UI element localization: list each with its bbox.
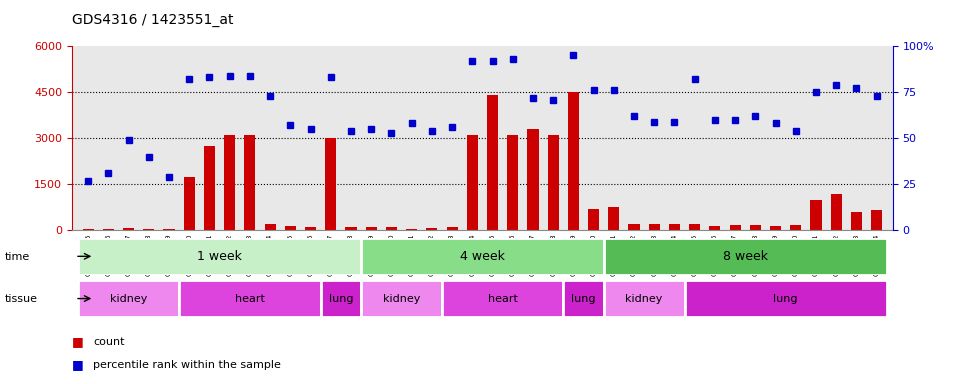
- Bar: [83, 229, 94, 230]
- Bar: [143, 229, 155, 230]
- Bar: [78, 280, 180, 317]
- Bar: [103, 229, 114, 230]
- Bar: [564, 280, 604, 317]
- Text: count: count: [93, 337, 125, 347]
- Text: kidney: kidney: [626, 293, 662, 304]
- Bar: [446, 227, 458, 230]
- Text: 1 week: 1 week: [197, 250, 242, 263]
- Text: ■: ■: [72, 358, 84, 371]
- Bar: [750, 225, 761, 230]
- Bar: [689, 224, 700, 230]
- Bar: [442, 280, 564, 317]
- Bar: [684, 280, 887, 317]
- Bar: [830, 194, 842, 230]
- Bar: [604, 280, 684, 317]
- Bar: [588, 209, 599, 230]
- Bar: [321, 280, 361, 317]
- Bar: [669, 224, 680, 230]
- Bar: [180, 280, 321, 317]
- Bar: [851, 212, 862, 230]
- Bar: [629, 224, 639, 230]
- Bar: [78, 238, 361, 275]
- Bar: [224, 135, 235, 230]
- Text: lung: lung: [571, 293, 596, 304]
- Bar: [346, 227, 356, 230]
- Bar: [123, 228, 134, 230]
- Bar: [567, 92, 579, 230]
- Text: heart: heart: [488, 293, 517, 304]
- Text: heart: heart: [235, 293, 265, 304]
- Bar: [810, 200, 822, 230]
- Bar: [204, 146, 215, 230]
- Bar: [285, 226, 296, 230]
- Bar: [426, 228, 438, 230]
- Text: 4 week: 4 week: [460, 250, 505, 263]
- Bar: [604, 238, 887, 275]
- Bar: [609, 207, 619, 230]
- Bar: [361, 238, 604, 275]
- Bar: [305, 227, 316, 230]
- Bar: [770, 226, 781, 230]
- Bar: [487, 95, 498, 230]
- Bar: [709, 226, 720, 230]
- Bar: [265, 224, 276, 230]
- Text: kidney: kidney: [383, 293, 420, 304]
- Bar: [649, 224, 660, 230]
- Bar: [183, 177, 195, 230]
- Bar: [325, 138, 336, 230]
- Bar: [527, 129, 539, 230]
- Bar: [386, 227, 397, 230]
- Bar: [507, 135, 518, 230]
- Bar: [406, 228, 418, 230]
- Bar: [361, 280, 442, 317]
- Bar: [245, 135, 255, 230]
- Bar: [790, 225, 802, 230]
- Bar: [730, 225, 741, 230]
- Text: kidney: kidney: [109, 293, 147, 304]
- Text: lung: lung: [328, 293, 353, 304]
- Text: tissue: tissue: [5, 294, 37, 304]
- Bar: [871, 210, 882, 230]
- Text: 8 week: 8 week: [723, 250, 768, 263]
- Text: GDS4316 / 1423551_at: GDS4316 / 1423551_at: [72, 13, 233, 27]
- Bar: [467, 135, 478, 230]
- Text: percentile rank within the sample: percentile rank within the sample: [93, 360, 281, 370]
- Text: ■: ■: [72, 335, 84, 348]
- Text: time: time: [5, 252, 30, 262]
- Bar: [547, 135, 559, 230]
- Bar: [366, 227, 376, 230]
- Text: lung: lung: [774, 293, 798, 304]
